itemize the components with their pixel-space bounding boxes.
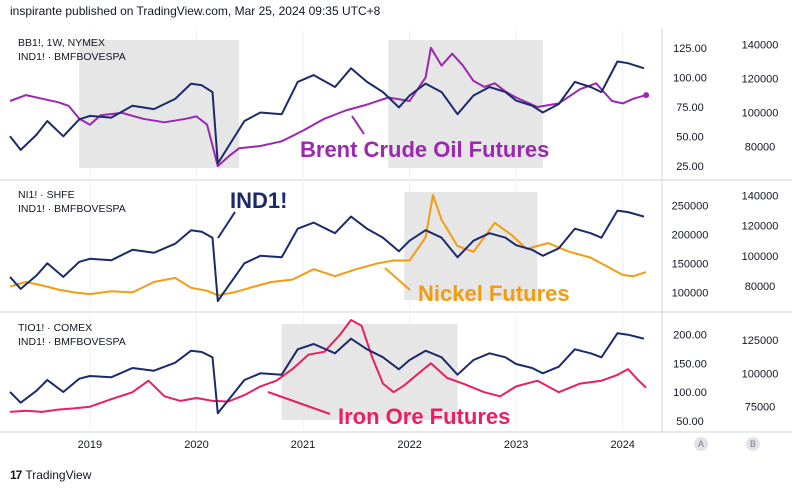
price-tick-label: 75000 <box>745 402 776 414</box>
time-tick-label: 2022 <box>397 439 421 451</box>
price-tick-label: 140000 <box>742 191 779 203</box>
series-line-commodity <box>9 46 647 168</box>
panel1-primary-symbol: BB1!, 1W, NYMEX <box>18 37 105 49</box>
publisher-header: inspirante published on TradingView.com,… <box>10 4 381 18</box>
price-tick-label: 100000 <box>672 287 709 299</box>
auto-scale-button[interactable]: A <box>694 437 708 451</box>
time-tick-label: 2021 <box>291 439 315 451</box>
annotation-label: Iron Ore Futures <box>338 404 510 429</box>
tradingview-logo-icon: 17 <box>10 468 22 482</box>
price-tick-label: 25.00 <box>676 161 704 173</box>
highlight-zone <box>281 324 458 420</box>
tradingview-brand: TradingView <box>25 468 92 482</box>
time-tick-label: 2019 <box>78 439 102 451</box>
panel2-symbol-label: NI1! · SHFE IND1! · BMFBOVESPA <box>18 188 126 216</box>
annotation-leader <box>267 391 331 415</box>
series-line-commodity <box>9 319 647 413</box>
annotation-leader <box>384 267 411 291</box>
price-tick-label: 150.00 <box>673 358 707 370</box>
price-tick-label: 100.00 <box>673 387 707 399</box>
price-tick-label: 100000 <box>742 368 779 380</box>
highlight-zone <box>404 192 538 300</box>
time-tick-label: 2024 <box>610 439 634 451</box>
series-line-ind1 <box>9 332 645 415</box>
annotation-leader <box>351 115 365 135</box>
price-tick-label: 75.00 <box>676 102 704 114</box>
annotation-leader <box>217 211 236 239</box>
panel1-symbol-label: BB1!, 1W, NYMEX IND1! · BMFBOVESPA <box>18 36 126 64</box>
log-scale-button[interactable]: B <box>746 437 760 451</box>
series-line-ind1 <box>9 60 645 165</box>
price-tick-label: 80000 <box>745 142 776 154</box>
price-tick-label: 250000 <box>672 200 709 212</box>
panel3-primary-symbol: TIO1! · COMEX <box>18 322 93 334</box>
panel2-secondary-symbol: IND1! · BMFBOVESPA <box>18 203 126 215</box>
panel3-secondary-symbol: IND1! · BMFBOVESPA <box>18 336 126 348</box>
price-tick-label: 100000 <box>742 251 779 263</box>
price-tick-label: 200.00 <box>673 329 707 341</box>
annotation-label: Nickel Futures <box>418 281 570 306</box>
series-line-ind1 <box>9 209 645 302</box>
price-tick-label: 200000 <box>672 229 709 241</box>
series-line-commodity <box>9 194 647 297</box>
price-tick-label: 80000 <box>745 281 776 293</box>
last-price-dot <box>643 92 650 99</box>
ind1-annotation-label: IND1! <box>230 188 287 213</box>
price-tick-label: 100000 <box>742 108 779 120</box>
tradingview-logo[interactable]: 17 TradingView <box>10 468 91 482</box>
annotation-label: Brent Crude Oil Futures <box>300 137 549 162</box>
time-tick-label: 2023 <box>504 439 528 451</box>
price-tick-label: 150000 <box>672 258 709 270</box>
price-tick-label: 50.00 <box>676 132 704 144</box>
price-tick-label: 120000 <box>742 221 779 233</box>
price-tick-label: 120000 <box>742 74 779 86</box>
price-tick-label: 50.00 <box>676 416 704 428</box>
price-tick-label: 100.00 <box>673 72 707 84</box>
panel1-secondary-symbol: IND1! · BMFBOVESPA <box>18 51 126 63</box>
panel3-symbol-label: TIO1! · COMEX IND1! · BMFBOVESPA <box>18 321 126 349</box>
price-tick-label: 125000 <box>742 335 779 347</box>
price-tick-label: 125.00 <box>673 43 707 55</box>
time-tick-label: 2020 <box>184 439 208 451</box>
panel2-primary-symbol: NI1! · SHFE <box>18 189 75 201</box>
price-tick-label: 140000 <box>742 40 779 52</box>
